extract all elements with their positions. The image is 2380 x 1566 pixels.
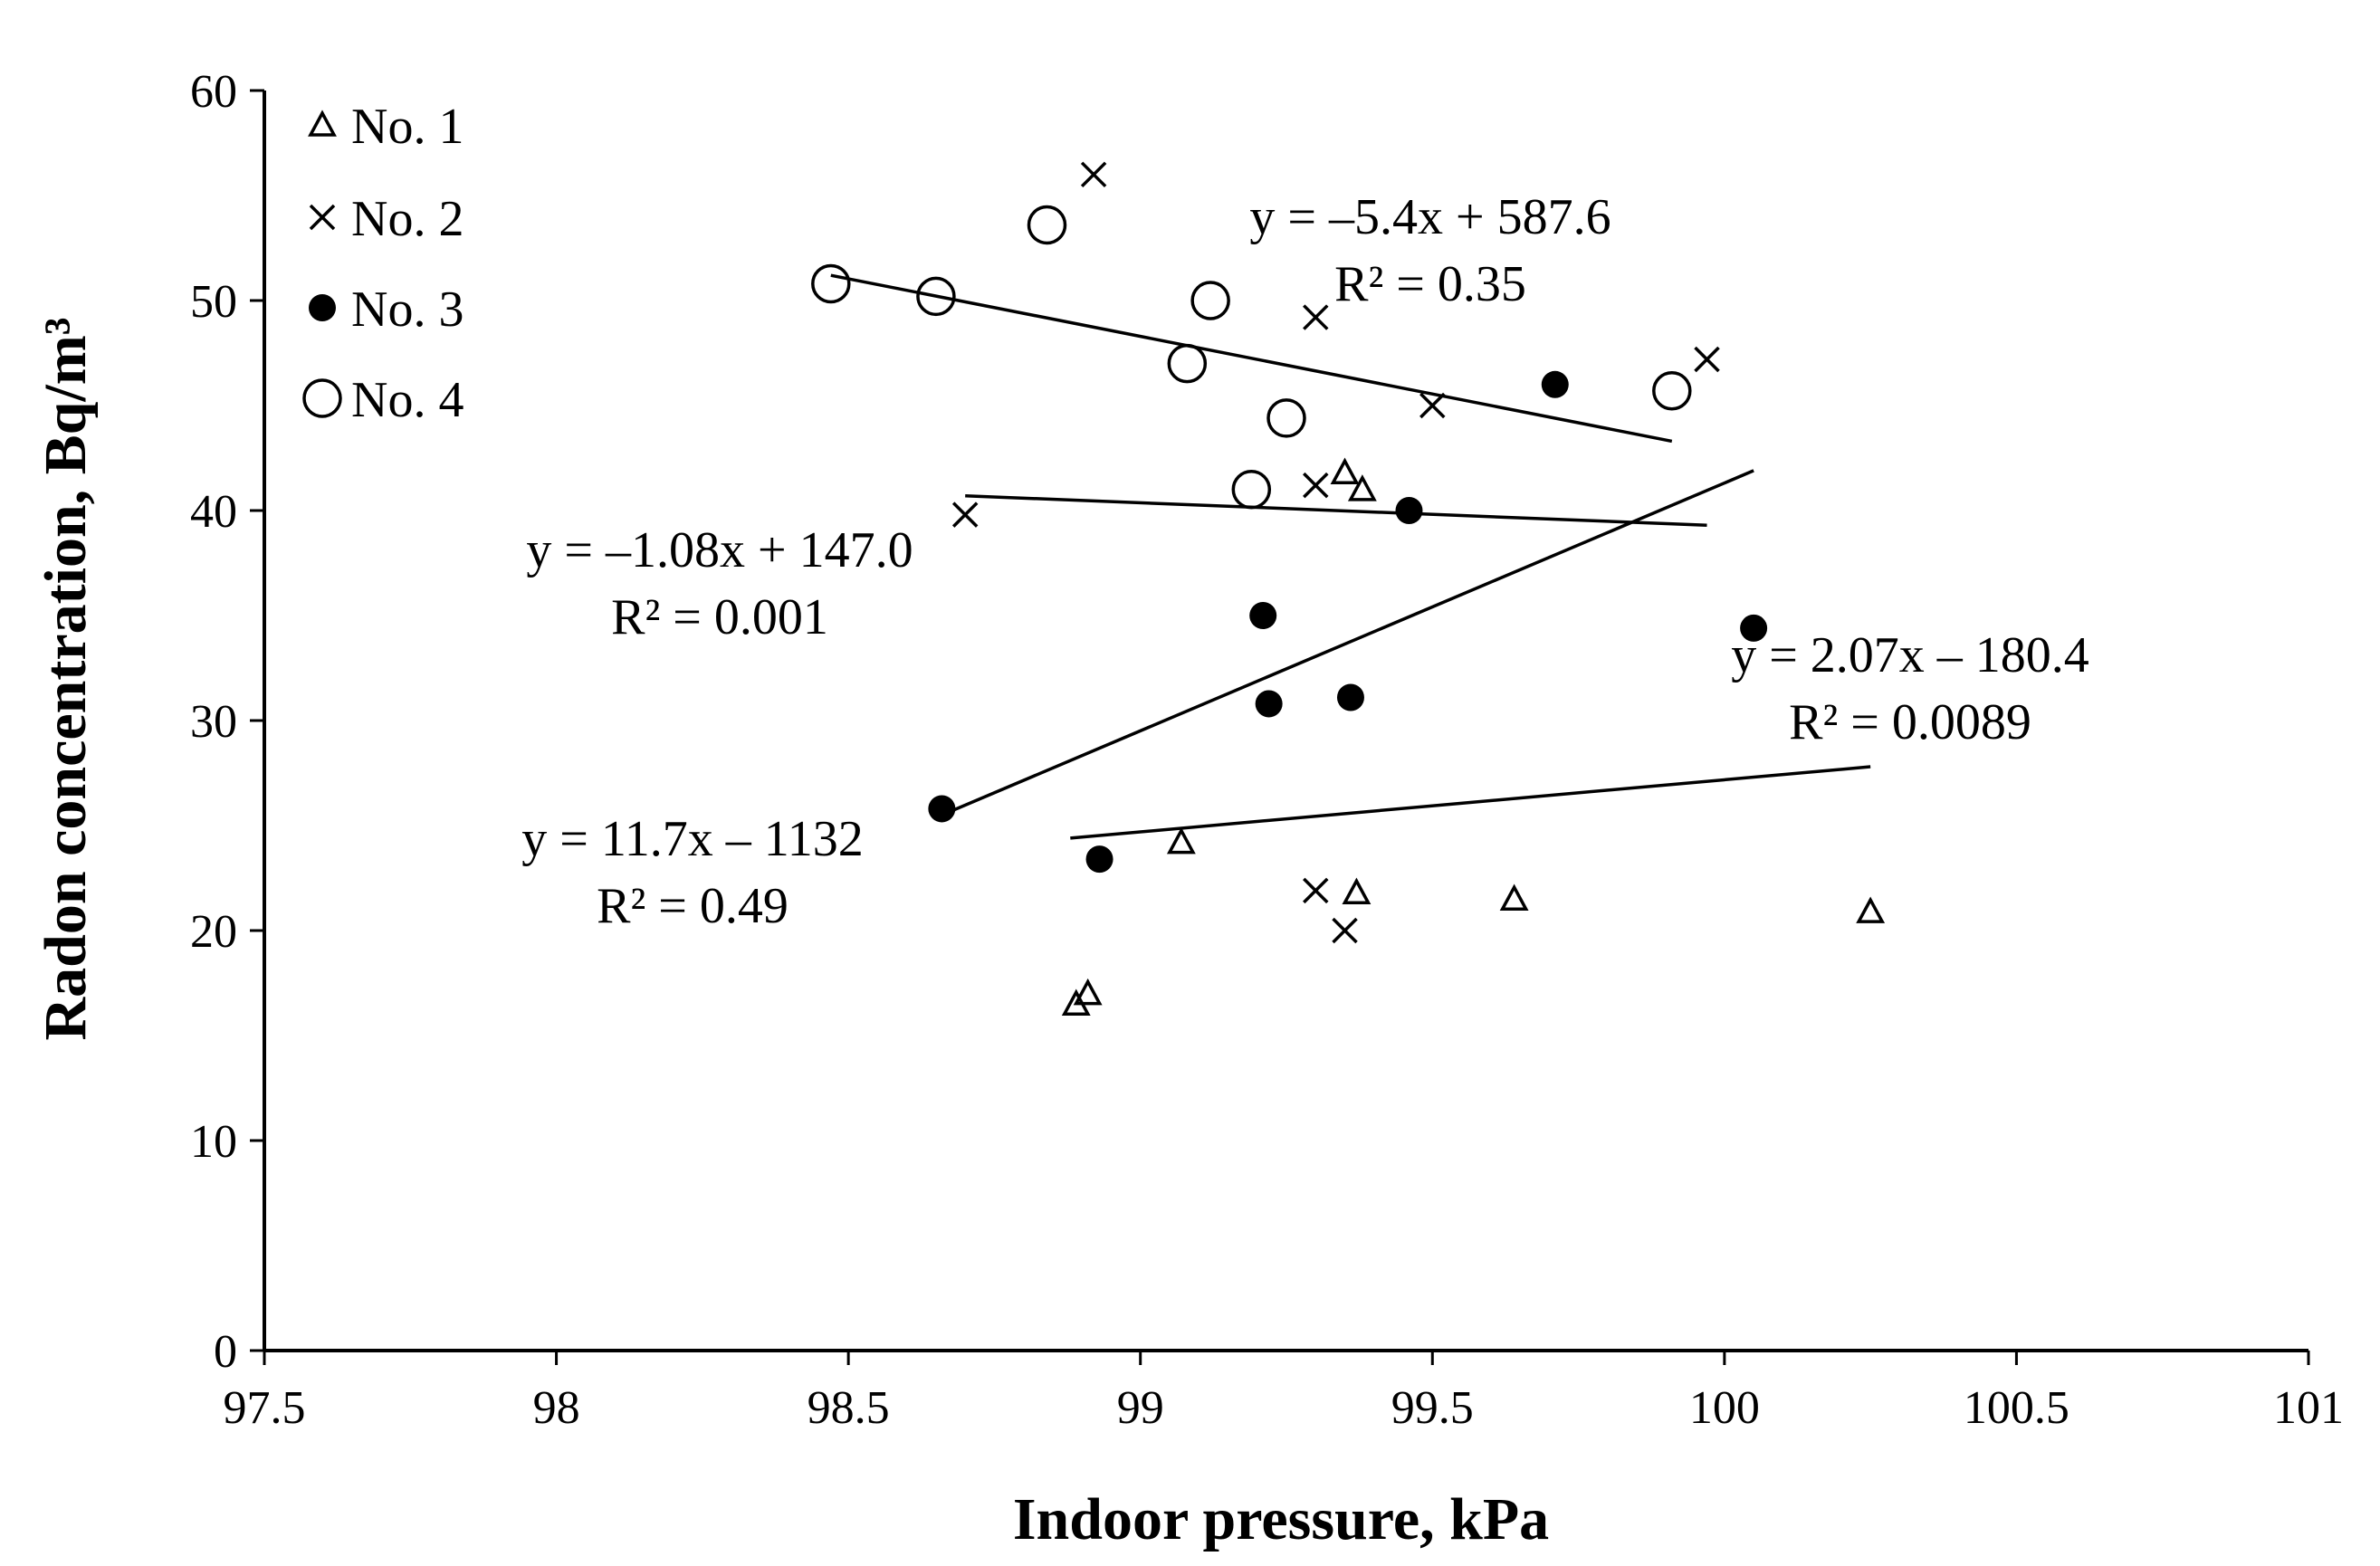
legend-label: No. 3 (351, 282, 464, 338)
trend-r-squared: R² = 0.0089 (1789, 694, 2031, 750)
data-point-series-3 (928, 795, 956, 823)
x-axis-title: Indoor pressure, kPa (1013, 1486, 1549, 1552)
y-axis-title: Radon concentration, Bq/m³ (33, 318, 99, 1041)
data-point-series-2 (951, 501, 979, 528)
cross-stroke (1694, 346, 1720, 373)
legend-label: No. 2 (351, 191, 464, 247)
data-point-series-2 (1303, 472, 1329, 499)
data-point-series-1 (1499, 883, 1529, 911)
trendline-series-3 (941, 469, 1754, 817)
y-tick-label: 60 (190, 66, 237, 118)
data-point-series-4 (811, 263, 851, 304)
trend-equation: y = 2.07x – 180.4 (1731, 627, 2089, 683)
data-point-series-4 (916, 276, 956, 317)
data-point-series-3 (1255, 690, 1283, 718)
axes: 0 10 20 30 40 50 60 97.5 98 98.5 99 99.5 100 100.5 101 (190, 66, 2344, 1434)
legend-marker-series-2 (309, 204, 336, 231)
x-tick-label: 100.5 (1964, 1382, 2069, 1434)
data-point-series-1 (1856, 896, 1886, 923)
y-tick-label: 20 (190, 906, 237, 958)
x-tick-label: 101 (2273, 1382, 2344, 1434)
data-point-series-1 (1342, 877, 1372, 905)
data-point-series-3 (1085, 845, 1114, 874)
data-point-series-2 (1303, 304, 1329, 330)
x-tick-label: 99.5 (1391, 1382, 1474, 1434)
legend-marker-series-1 (308, 110, 337, 137)
x-tick-label: 97.5 (224, 1382, 306, 1434)
data-point-series-4 (1027, 205, 1067, 245)
y-tick-label: 0 (214, 1326, 237, 1378)
cross-stroke (309, 204, 336, 231)
data-point-series-4 (1167, 343, 1208, 384)
trendline-series-1 (1070, 765, 1871, 840)
data-point-series-1 (1330, 457, 1360, 485)
cross-stroke (1303, 472, 1329, 499)
legend: No. 1 No. 2 No. 3 No. 4 (302, 99, 464, 428)
data-point-series-3 (1336, 683, 1364, 711)
data-point-series-2 (1080, 161, 1107, 188)
trend-equation: y = –5.4x + 587.6 (1249, 189, 1611, 245)
data-point-series-4 (1231, 470, 1272, 510)
cross-stroke (1419, 392, 1446, 419)
trend-r-squared: R² = 0.49 (597, 878, 789, 934)
trendline-series-2 (965, 494, 1707, 527)
data-point-series-4 (1652, 371, 1692, 411)
legend-marker-series-3 (309, 294, 336, 321)
data-point-series-3 (1249, 602, 1277, 629)
cross-stroke (951, 501, 979, 528)
data-point-series-2 (1694, 346, 1720, 373)
data-point-series-3 (1395, 497, 1423, 524)
x-tick-label: 100 (1689, 1382, 1760, 1434)
cross-stroke (1080, 161, 1107, 188)
legend-label: No. 1 (351, 99, 464, 155)
x-tick-label: 99 (1117, 1382, 1164, 1434)
data-point-series-4 (1190, 281, 1230, 320)
y-tick-label: 40 (190, 486, 237, 538)
data-point-series-2 (1332, 917, 1358, 944)
y-tick-label: 30 (190, 696, 237, 748)
data-point-series-4 (1266, 398, 1306, 438)
cross-stroke (1303, 877, 1329, 904)
trendline-series-4 (830, 273, 1673, 444)
data-point-series-2 (1303, 877, 1329, 904)
equation-labels: y = 2.07x – 180.4 R² = 0.0089 y = –1.08x +… (521, 189, 2089, 934)
legend-label: No. 4 (351, 372, 464, 428)
x-tick-label: 98 (533, 1382, 580, 1434)
data-point-series-1 (1166, 826, 1196, 855)
data-point-series-2 (1419, 392, 1446, 419)
trend-equation: y = 11.7x – 1132 (521, 811, 863, 867)
data-point-series-1 (1073, 978, 1103, 1006)
data-point-series-3 (1541, 370, 1569, 398)
x-tick-label: 98.5 (808, 1382, 890, 1434)
trend-r-squared: R² = 0.001 (611, 589, 828, 645)
data-point-series-1 (1347, 474, 1377, 501)
y-tick-label: 50 (190, 276, 237, 328)
cross-stroke (1332, 917, 1358, 944)
legend-marker-series-4 (302, 378, 342, 418)
data-point-series-3 (1740, 614, 1768, 642)
trend-equation: y = –1.08x + 147.0 (526, 522, 913, 578)
cross-stroke (1303, 304, 1329, 330)
data-points (811, 161, 1886, 1016)
trendlines (830, 273, 1871, 840)
y-tick-label: 10 (190, 1116, 237, 1168)
trend-r-squared: R² = 0.35 (1334, 256, 1526, 312)
